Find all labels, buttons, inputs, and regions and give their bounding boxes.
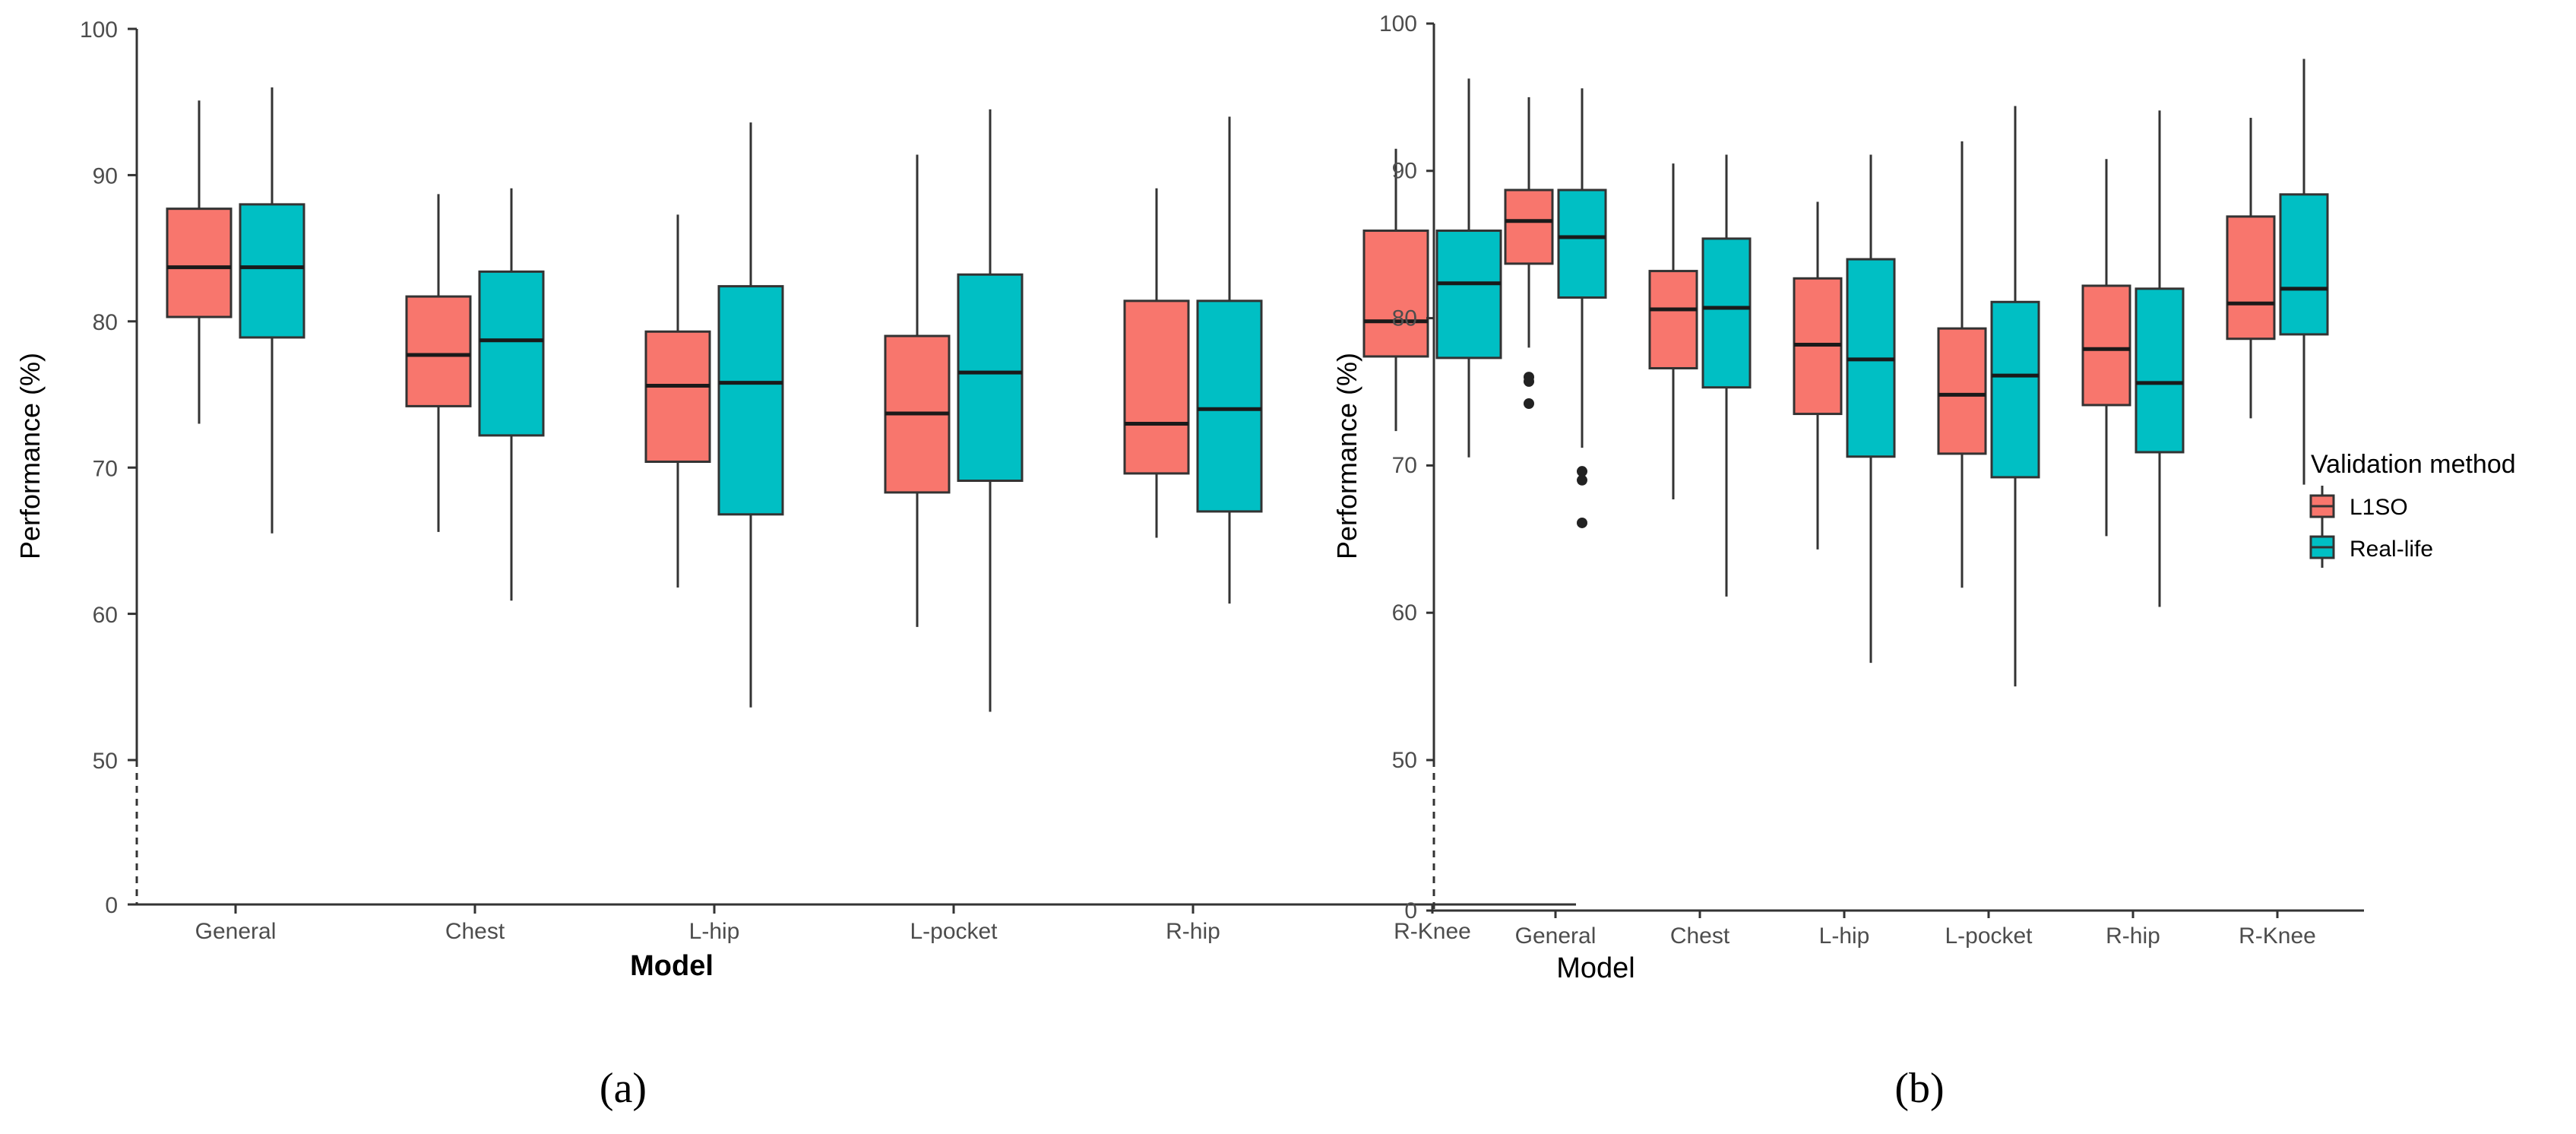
box-general-l1so <box>1504 188 1554 265</box>
y-tick-label: 0 <box>105 893 118 918</box>
box-l-hip-real-life <box>717 285 784 516</box>
x-tick-label-l-pocket: L-pocket <box>910 919 998 944</box>
outlier-general-real-life <box>1577 474 1587 486</box>
chart-panel-a: 0 50 60 70 80 90 100 General Chest L-hip L-pocket R… <box>14 17 1576 1112</box>
x-tick-label-r-hip: R-hip <box>1166 919 1220 944</box>
x-tick-label-r-knee: R-Knee <box>2239 923 2316 949</box>
x-tick-label-general: General <box>195 919 277 944</box>
outlier-general-real-life <box>1577 466 1587 477</box>
legend-key-real-life <box>2309 527 2335 568</box>
box-l-pocket-real-life <box>957 273 1024 483</box>
box-general-real-life <box>239 203 305 339</box>
legend-key-l1so <box>2309 486 2335 527</box>
box-l-pocket-l1so <box>1937 327 1987 455</box>
panel-caption: (b) <box>1894 1065 1944 1112</box>
box-general-l1so <box>166 207 233 318</box>
legend-label-l1so: L1SO <box>2350 495 2408 520</box>
box-r-knee-l1so <box>1362 230 1429 358</box>
x-tick-label-r-hip: R-hip <box>2106 923 2160 949</box>
box-chest-real-life <box>1701 237 1752 389</box>
x-axis-title: Model <box>1556 952 1635 984</box>
y-axis-title: Performance (%) <box>14 353 46 559</box>
y-tick-label: 50 <box>1392 748 1417 773</box>
outlier-general-real-life <box>1577 517 1587 528</box>
box-r-knee-real-life <box>1435 230 1502 360</box>
y-tick-label: 0 <box>1404 898 1417 923</box>
y-tick-label: 100 <box>80 17 118 43</box>
y-tick-label: 70 <box>93 456 118 481</box>
box-chest-l1so <box>405 295 472 407</box>
box-chest-real-life <box>478 270 545 437</box>
x-tick-label-r-knee: R-Knee <box>1394 919 1471 944</box>
x-tick-label-general: General <box>1515 923 1597 949</box>
y-tick-label: 80 <box>93 310 118 335</box>
box-r-hip-l1so <box>2081 284 2131 407</box>
x-axis-title: Model <box>630 950 714 982</box>
box-r-hip-l1so <box>1123 299 1190 475</box>
y-tick-label: 100 <box>1379 11 1417 36</box>
legend: Validation method L1SO Real-life <box>2309 450 2516 568</box>
panel-caption: (a) <box>600 1065 647 1112</box>
legend-label-real-life: Real-life <box>2350 537 2433 562</box>
y-tick-label: 70 <box>1392 453 1417 478</box>
y-tick-label: 50 <box>93 749 118 774</box>
x-tick-label-l-hip: L-hip <box>689 919 740 944</box>
x-tick-label-chest: Chest <box>1670 923 1730 949</box>
y-tick-label: 60 <box>93 603 118 628</box>
y-axis-title: Performance (%) <box>1331 353 1362 559</box>
x-tick-label-l-hip: L-hip <box>1819 923 1870 949</box>
legend-title: Validation method <box>2311 450 2516 479</box>
y-tick-label: 60 <box>1392 600 1417 626</box>
box-r-knee-l1so <box>2226 215 2276 341</box>
box-l-hip-l1so <box>644 330 711 464</box>
outlier-general-l1so <box>1524 398 1534 410</box>
box-general-real-life <box>1557 188 1607 299</box>
chart-panel-b: 0 50 60 70 80 90 100 General Chest L-hip L-pocket R… <box>1331 11 2364 1112</box>
x-tick-label-chest: Chest <box>445 919 505 944</box>
box-l-pocket-real-life <box>1990 300 2040 479</box>
outlier-general-l1so <box>1524 375 1534 387</box>
box-chest-l1so <box>1648 270 1698 369</box>
box-r-knee-real-life <box>2279 193 2329 336</box>
y-tick-label: 90 <box>1392 159 1417 184</box>
y-tick-label: 90 <box>93 164 118 189</box>
box-r-hip-real-life <box>1196 299 1263 513</box>
y-tick-label: 80 <box>1392 306 1417 331</box>
x-tick-label-l-pocket: L-pocket <box>1945 923 2033 949</box>
box-r-hip-real-life <box>2135 287 2185 454</box>
